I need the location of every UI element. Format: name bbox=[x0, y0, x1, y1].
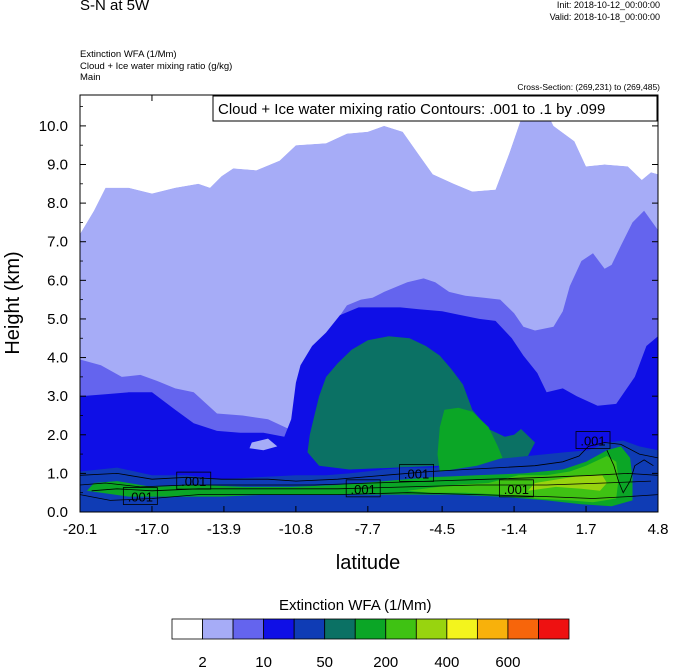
colorbar-swatch-1 bbox=[202, 618, 234, 640]
contour-line-0 bbox=[80, 492, 658, 501]
field-extinction: Extinction WFA (1/Mm) bbox=[80, 49, 177, 60]
mixing-ratio-contours bbox=[80, 442, 658, 501]
colorbar-swatch-0 bbox=[171, 618, 203, 640]
contour-label-box-5 bbox=[575, 431, 611, 449]
colorbar-swatch-9 bbox=[446, 618, 478, 640]
plot-title: S-N at 5W bbox=[80, 0, 150, 14]
colorbar-swatch-5 bbox=[324, 618, 356, 640]
valid-time: Valid: 2018-10-18_00:00:00 bbox=[549, 12, 660, 22]
y-tick-label: 1.0 bbox=[47, 465, 68, 482]
y-tick-label: 5.0 bbox=[47, 311, 68, 328]
colorbar-swatch-7 bbox=[385, 618, 417, 640]
contour-label-box-2 bbox=[345, 479, 381, 498]
extinction-region-7 bbox=[407, 456, 619, 503]
contour-line-1 bbox=[80, 442, 658, 482]
colorbar: 2 10 50 200 400 600 bbox=[171, 618, 570, 668]
colorbar-label: 50 bbox=[316, 654, 333, 668]
y-tick-label: 8.0 bbox=[47, 195, 68, 212]
x-tick-label: -13.9 bbox=[207, 521, 241, 538]
plot-frame bbox=[79, 94, 659, 513]
extinction-region-8 bbox=[528, 475, 607, 491]
colorbar-swatch-6 bbox=[354, 618, 387, 640]
extinction-region-9 bbox=[249, 438, 278, 451]
x-tick-label: -4.5 bbox=[429, 521, 455, 538]
x-tick-label: -10.8 bbox=[279, 521, 313, 538]
contour-label-4: .001 bbox=[504, 482, 529, 497]
contour-label-box-4 bbox=[499, 479, 534, 498]
extinction-region-10 bbox=[292, 299, 300, 306]
colorbar-label: 2 bbox=[198, 654, 206, 668]
contour-label-box-3 bbox=[399, 463, 434, 482]
contour-title-box: Cloud + Ice water mixing ratio Contours:… bbox=[212, 95, 658, 122]
field-list: Extinction WFA (1/Mm) Cloud + Ice water … bbox=[80, 49, 232, 84]
y-tick-label: 3.0 bbox=[47, 388, 68, 405]
field-main: Main bbox=[80, 72, 101, 83]
contour-labels: .001 .001 .001 .001 .001 .001 bbox=[122, 431, 611, 505]
contour-label-5: .001 bbox=[580, 434, 605, 449]
field-cloud-ice: Cloud + Ice water mixing ratio (g/kg) bbox=[80, 60, 233, 72]
colorbar-label: 400 bbox=[434, 654, 459, 668]
colorbar-swatch-12 bbox=[538, 618, 570, 640]
contour-title: Cloud + Ice water mixing ratio Contours:… bbox=[218, 101, 605, 118]
x-tick-label: -7.7 bbox=[355, 521, 381, 538]
colorbar-swatch-8 bbox=[415, 618, 448, 640]
cross-section-label: Cross-Section: (269,231) to (269,485) bbox=[517, 82, 660, 92]
x-tick-label: -20.1 bbox=[63, 521, 97, 538]
x-axis-label: latitude bbox=[336, 552, 401, 574]
x-tick-label: -1.4 bbox=[501, 521, 527, 538]
contour-label-1: .001 bbox=[181, 474, 206, 489]
colorbar-swatch-3 bbox=[263, 618, 295, 640]
contour-line-4 bbox=[606, 450, 654, 494]
y-tick-label: 7.0 bbox=[47, 234, 68, 251]
axis-ticks: -20.1 -17.0 -13.9 -10.8 -7.7 -4.5 -1.4 1.7 4.8 0.… bbox=[39, 95, 669, 538]
y-tick-label: 2.0 bbox=[47, 427, 68, 444]
y-tick-label: 6.0 bbox=[47, 272, 68, 289]
colorbar-title: Extinction WFA (1/Mm) bbox=[279, 597, 432, 614]
contour-label-box-1 bbox=[176, 471, 212, 490]
colorbar-swatch-10 bbox=[476, 618, 509, 640]
colorbar-swatch-4 bbox=[293, 618, 326, 640]
colorbar-label: 600 bbox=[495, 654, 520, 668]
x-tick-label: -17.0 bbox=[135, 521, 169, 538]
y-tick-label: 0.0 bbox=[47, 504, 68, 521]
colorbar-label: 200 bbox=[373, 654, 398, 668]
extinction-fill bbox=[80, 95, 658, 512]
y-axis-label: Height (km) bbox=[2, 251, 24, 354]
contour-label-box-0 bbox=[122, 487, 158, 505]
contour-label-2: .001 bbox=[351, 482, 376, 497]
extinction-region-5 bbox=[437, 407, 503, 472]
contour-line-3 bbox=[91, 480, 652, 492]
run-times: Init: 2018-10-12_00:00:00 Valid: 2018-10… bbox=[550, 0, 660, 23]
x-tick-label: 1.7 bbox=[576, 521, 597, 538]
y-tick-label: 10.0 bbox=[39, 118, 68, 135]
extinction-region-11 bbox=[80, 95, 530, 234]
colorbar-label: 10 bbox=[255, 654, 272, 668]
contour-line-2 bbox=[80, 472, 658, 488]
colorbar-swatch-2 bbox=[232, 618, 265, 640]
y-tick-label: 9.0 bbox=[47, 157, 68, 174]
contour-label-0: .001 bbox=[128, 490, 153, 505]
contour-label-3: .001 bbox=[404, 466, 429, 481]
colorbar-swatch-11 bbox=[507, 618, 539, 640]
x-tick-label: 4.8 bbox=[648, 521, 669, 538]
y-tick-label: 4.0 bbox=[47, 350, 68, 367]
init-time: Init: 2018-10-12_00:00:00 bbox=[556, 0, 660, 10]
